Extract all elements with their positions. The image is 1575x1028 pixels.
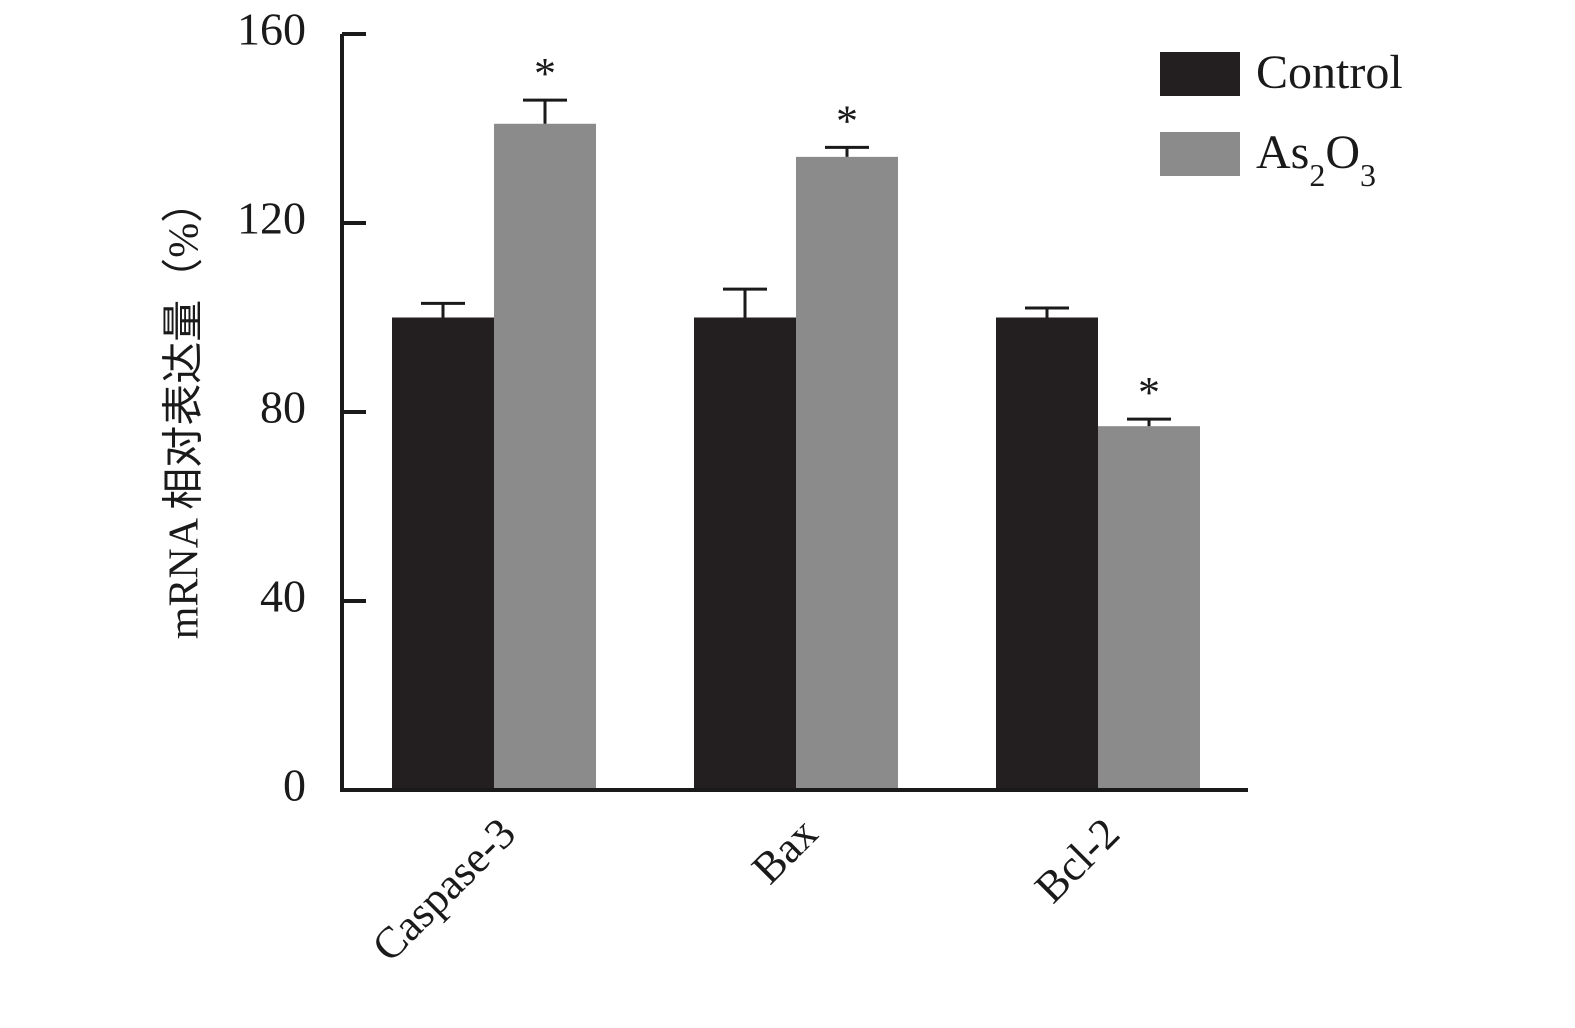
x-category-label: Bcl-2 [1025,808,1129,912]
bar-As2O3-Bcl-2 [1098,426,1200,790]
significance-marker: * [836,96,858,145]
bar-As2O3-Bax [796,156,898,791]
bars-layer [392,123,1200,791]
bar-Control-Caspase-3 [392,317,494,790]
bar-Control-Bcl-2 [996,317,1098,790]
y-tick-label: 0 [283,760,306,811]
bar-Control-Bax [694,317,796,790]
y-axis-label: mRNA 相对表达量（%） [162,181,208,640]
y-tick-label: 120 [237,193,306,244]
significance-marker: * [1138,368,1160,417]
x-category-label: Caspase-3 [363,808,526,971]
y-tick-label: 160 [237,4,306,55]
y-tick-label: 40 [260,571,306,622]
significance-marker: * [534,49,556,98]
legend-label-part: 2 [1309,157,1325,193]
legend-label-part: As [1256,126,1309,179]
legend-swatch-As2O3 [1160,132,1240,176]
y-tick-label: 80 [260,382,306,433]
x-category-labels: Caspase-3 Bax Bcl-2 [363,808,1130,971]
bar-As2O3-Caspase-3 [494,123,596,790]
legend-label-part: 3 [1360,157,1376,193]
y-ticks: 0 40 80 120 160 [237,4,366,811]
legend-label-As2O3: As2O3 [1256,126,1376,193]
legend-swatch-Control [1160,52,1240,96]
legend-label-Control: Control [1256,46,1403,99]
significance-layer: * * * [534,49,1160,417]
x-category-label: Bax [742,808,827,893]
legend-label-part: O [1325,126,1360,179]
error-bars-layer [421,98,1171,427]
legend: Control As2O3 [1160,46,1403,193]
